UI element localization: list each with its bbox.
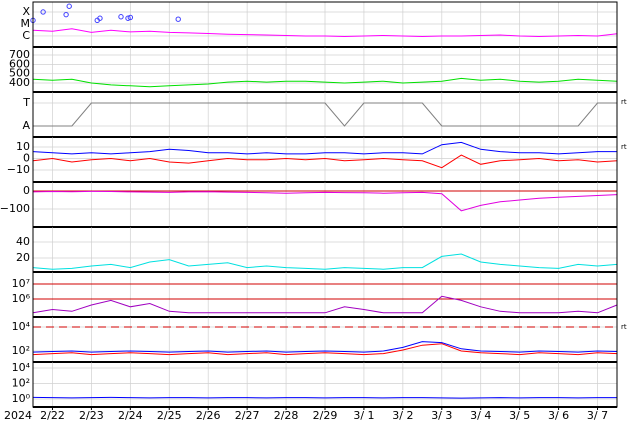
x-tick-label: 2/23 [79,409,104,422]
x-tick-label: 2/25 [157,409,182,422]
x-tick-label: 2/28 [274,409,299,422]
x-tick-label: 2/27 [235,409,260,422]
series-line [32,77,618,88]
y-tick-label: 600 [9,57,30,70]
flare-marker [175,16,181,22]
y-tick-label: M [21,17,31,30]
y-tick-label: 20 [16,251,30,264]
y-tick-label: 500 [9,67,30,80]
y-tick-label: −10 [7,163,30,176]
y-tick-label: A [22,119,30,132]
x-tick-label: 2/29 [313,409,338,422]
flare-marker [127,14,134,21]
series-line [32,396,617,399]
y-tick-label: 10⁷ [12,277,30,290]
series-line [32,295,618,314]
y-tick-label: 700 [9,48,30,61]
y-tick-label: 10⁴ [12,361,31,374]
flare-marker [66,3,72,9]
y-tick-label: 40 [16,235,30,248]
x-tick-label: 3/ 5 [509,409,530,422]
flare-marker [97,15,103,21]
x-tick-label: 2/24 [118,409,143,422]
y-tick-label: 0 [23,152,30,165]
x-tick-label: 2/26 [196,409,221,422]
y-tick-label: 10² [12,344,30,357]
series-line [32,141,617,155]
series-line [32,253,618,270]
side-label: rt [621,98,627,106]
series-line [32,190,618,212]
y-tick-label: 10⁴ [12,320,31,333]
side-label: rt [621,323,627,331]
y-tick-label: −100 [0,202,30,215]
series-line [33,102,617,127]
x-tick-label: 3/ 4 [470,409,491,422]
y-tick-label: 10² [12,376,30,389]
y-tick-label: 400 [9,76,30,89]
y-tick-label: 10 [16,140,30,153]
x-tick-label: 2/22 [40,409,65,422]
series-line [32,28,618,38]
side-label: rt [621,143,627,151]
flare-marker [118,14,124,20]
y-tick-label: T [22,96,30,109]
series-line [32,341,618,353]
year-label: 2024 [4,409,32,422]
x-tick-label: 3/ 7 [587,409,608,422]
y-tick-label: 0 [23,184,30,197]
x-tick-label: 3/ 1 [353,409,374,422]
x-tick-label: 3/ 6 [548,409,569,422]
y-tick-label: X [22,5,30,18]
flare-marker [40,9,46,15]
flare-marker [63,11,69,18]
series-line [32,154,618,169]
x-tick-label: 3/ 3 [431,409,452,422]
series-line [32,343,618,356]
flare-marker [125,15,131,21]
x-tick-label: 3/ 2 [392,409,413,422]
y-tick-label: C [22,29,30,42]
y-tick-label: 10⁰ [12,392,31,405]
y-tick-label: 10⁶ [12,292,31,305]
